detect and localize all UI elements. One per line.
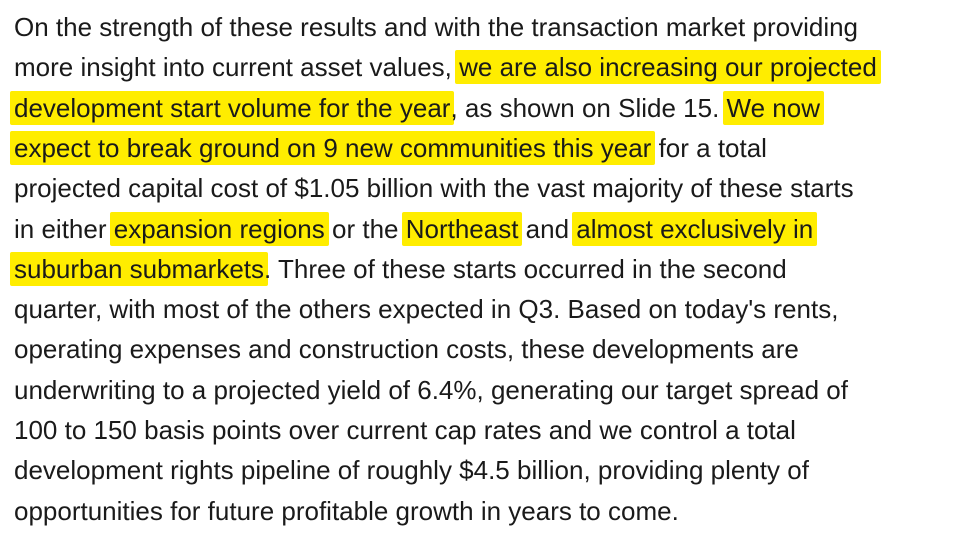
text-line: in either expansion regions or the North…	[14, 209, 818, 249]
text-line: more insight into current asset values, …	[14, 47, 881, 87]
text-line: underwriting to a projected yield of 6.4…	[14, 370, 848, 410]
text-line: development rights pipeline of roughly $…	[14, 450, 809, 490]
highlighted-text: suburban submarkets	[10, 251, 269, 286]
text-line: opportunities for future profitable grow…	[14, 491, 679, 531]
text-line: On the strength of these results and wit…	[14, 7, 858, 47]
highlighted-text: almost exclusively in	[572, 211, 818, 246]
text-segment: or the	[324, 213, 406, 244]
text-line: operating expenses and construction cost…	[14, 329, 799, 369]
text-segment: quarter, with most of the others expecte…	[14, 294, 839, 325]
text-line: suburban submarkets. Three of these star…	[10, 249, 787, 289]
highlighted-text: We now	[722, 90, 824, 125]
text-segment: 100 to 150 basis points over current cap…	[14, 415, 796, 445]
text-segment: more insight into current asset values,	[14, 52, 460, 83]
text-segment: On the strength of these results and wit…	[14, 12, 859, 42]
text-segment: and	[518, 213, 577, 244]
text-segment: , as shown on Slide 15.	[450, 92, 727, 123]
text-line: development start volume for the year, a…	[10, 88, 824, 128]
highlighted-text: Northeast	[401, 211, 523, 246]
text-segment: . Three of these starts occurred in the …	[264, 253, 787, 284]
text-segment: projected capital cost of $1.05 billion …	[14, 173, 854, 204]
text-line: quarter, with most of the others expecte…	[14, 289, 838, 329]
text-segment: underwriting to a projected yield of 6.4…	[14, 374, 848, 405]
text-segment: operating expenses and construction cost…	[14, 334, 799, 365]
text-segment: opportunities for future profitable grow…	[14, 495, 679, 526]
highlighted-text: expansion regions	[109, 211, 329, 246]
text-segment: development rights pipeline of roughly $…	[14, 455, 809, 486]
text-segment: in either	[14, 213, 114, 244]
text-line: 100 to 150 basis points over current cap…	[14, 410, 796, 450]
highlighted-text: development start volume for the year	[10, 90, 455, 125]
text-line: projected capital cost of $1.05 billion …	[14, 168, 854, 208]
text-segment: for a total	[651, 132, 767, 163]
text-line: expect to break ground on 9 new communit…	[10, 128, 767, 168]
highlighted-text: we are also increasing our projected	[455, 50, 881, 85]
highlighted-text: expect to break ground on 9 new communit…	[10, 130, 656, 165]
